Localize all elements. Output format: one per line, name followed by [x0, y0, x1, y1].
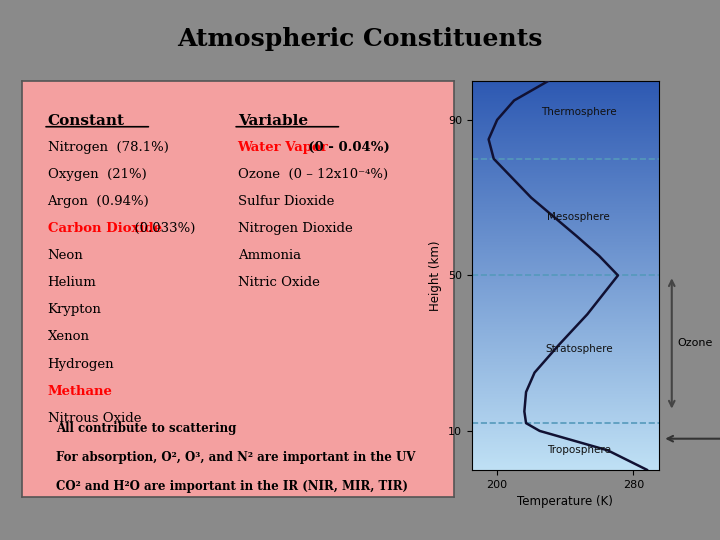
Text: Argon  (0.94%): Argon (0.94%)	[48, 195, 149, 208]
Text: Carbon Dioxide: Carbon Dioxide	[48, 222, 161, 235]
Text: Krypton: Krypton	[48, 303, 102, 316]
Text: Methane: Methane	[48, 384, 112, 397]
Text: Oxygen  (21%): Oxygen (21%)	[48, 168, 146, 181]
Text: Stratosphere: Stratosphere	[545, 345, 613, 354]
Text: Ammonia: Ammonia	[238, 249, 301, 262]
Text: (0.033%): (0.033%)	[126, 222, 196, 235]
X-axis label: Temperature (K): Temperature (K)	[517, 495, 613, 508]
Text: Xenon: Xenon	[48, 330, 89, 343]
Text: Thermosphere: Thermosphere	[541, 107, 616, 117]
Text: Nitrogen  (78.1%): Nitrogen (78.1%)	[48, 141, 168, 154]
Text: All contribute to scattering: All contribute to scattering	[56, 422, 237, 435]
Text: Variable: Variable	[238, 114, 307, 129]
Text: Sulfur Dioxide: Sulfur Dioxide	[238, 195, 334, 208]
Text: CO² and H²O are important in the IR (NIR, MIR, TIR): CO² and H²O are important in the IR (NIR…	[56, 480, 408, 493]
Text: Hydrogen: Hydrogen	[48, 357, 114, 370]
Text: Ozone  (0 – 12x10⁻⁴%): Ozone (0 – 12x10⁻⁴%)	[238, 168, 388, 181]
Text: Mesosphere: Mesosphere	[547, 212, 610, 222]
Text: Atmospheric Constituents: Atmospheric Constituents	[177, 27, 543, 51]
Text: For absorption, O², O³, and N² are important in the UV: For absorption, O², O³, and N² are impor…	[56, 451, 415, 464]
Text: Helium: Helium	[48, 276, 96, 289]
Text: Constant: Constant	[48, 114, 125, 129]
Text: Nitrous Oxide: Nitrous Oxide	[48, 411, 141, 424]
Text: Water Vapor: Water Vapor	[238, 141, 328, 154]
Text: (0 - 0.04%): (0 - 0.04%)	[300, 141, 390, 154]
Text: Nitrogen Dioxide: Nitrogen Dioxide	[238, 222, 352, 235]
Text: Troposphere: Troposphere	[547, 446, 611, 455]
Text: Nitric Oxide: Nitric Oxide	[238, 276, 320, 289]
Text: Ozone: Ozone	[678, 339, 713, 348]
Text: Neon: Neon	[48, 249, 84, 262]
Y-axis label: Height (km): Height (km)	[429, 240, 442, 310]
